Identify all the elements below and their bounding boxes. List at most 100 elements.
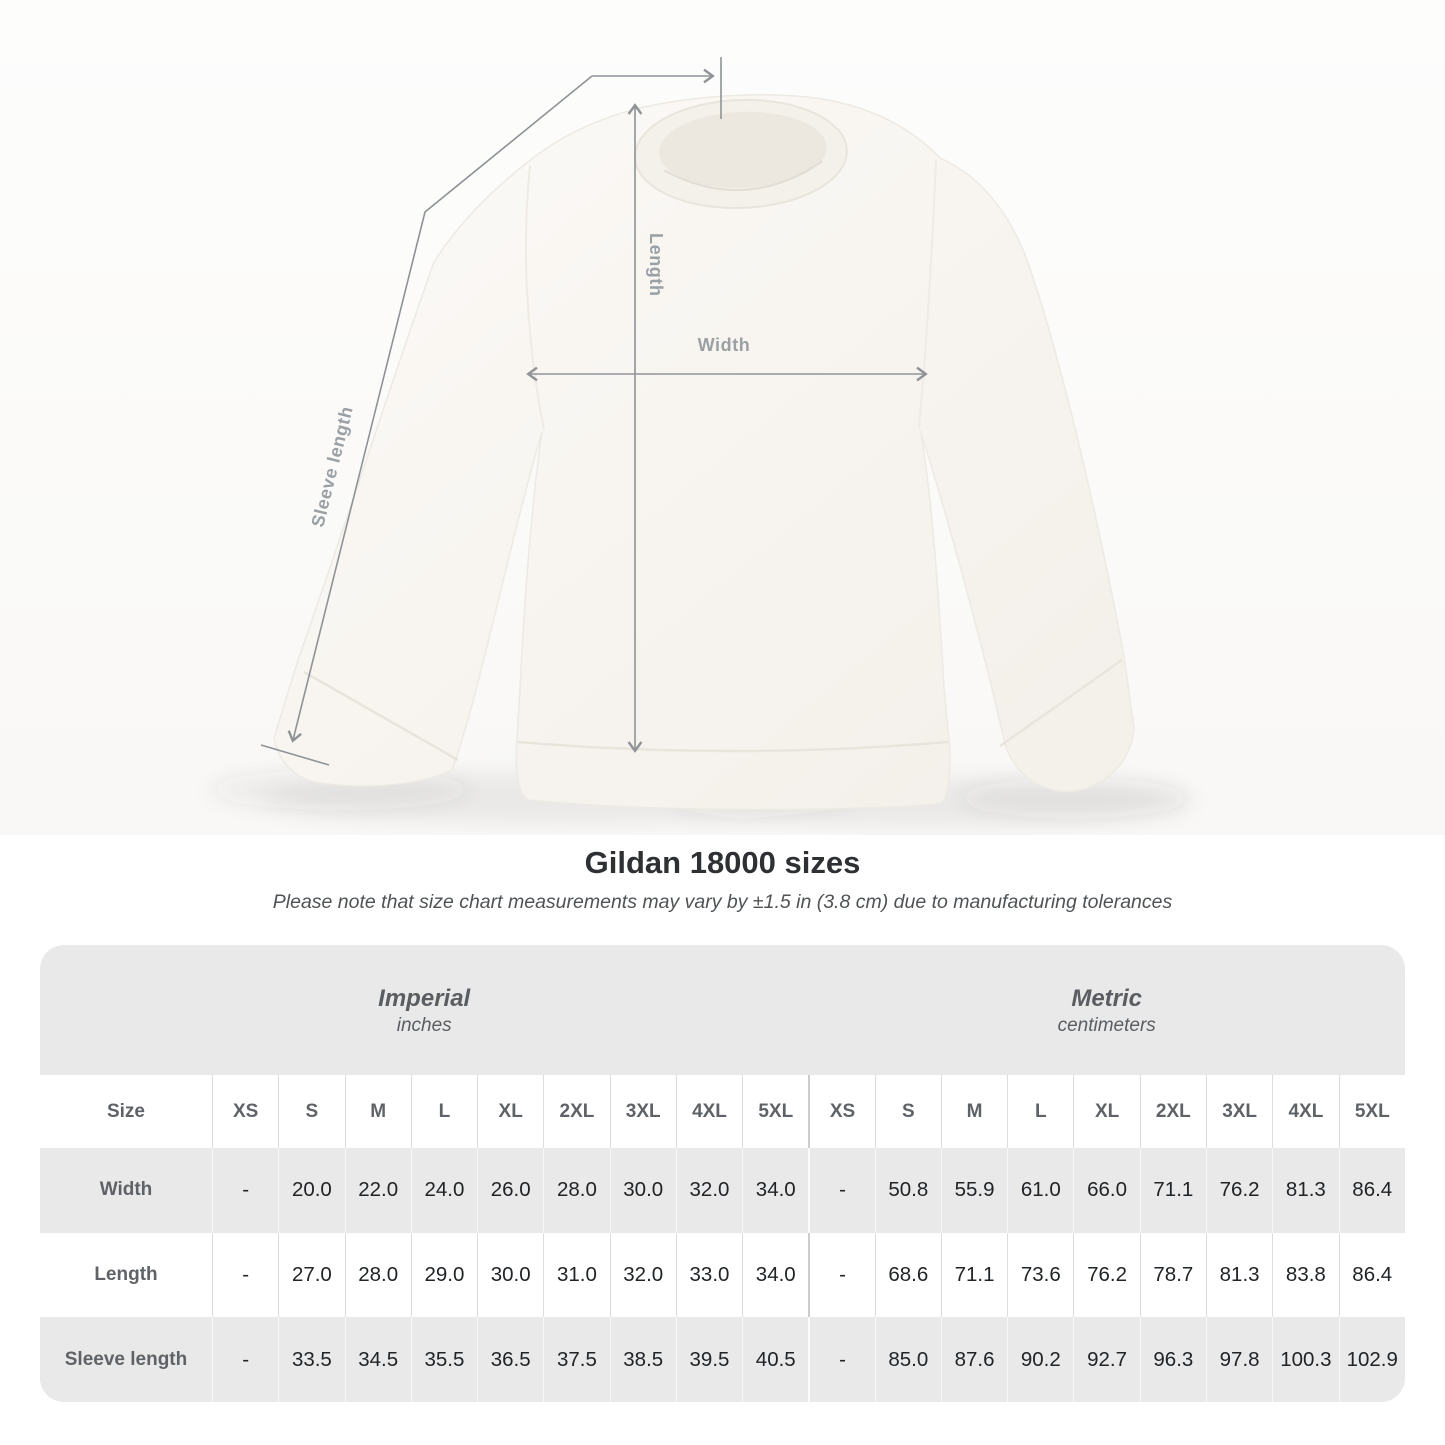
size-corner-label: Size xyxy=(106,1100,146,1122)
size-column-header: S xyxy=(278,1075,344,1148)
size-table-body: Width -20.0 22.0 24.0 26.0 28.0 30.0 32.0 34.0-5… xyxy=(40,1148,1405,1402)
unit-band-row: Imperial inches Metric centimeters xyxy=(40,945,1405,1075)
measurement-cell: 28.0 xyxy=(344,1232,411,1318)
measurement-cell: 76.2 xyxy=(1205,1148,1272,1233)
measurement-cell: 68.6 xyxy=(874,1232,941,1318)
measurement-cell: 28.0 xyxy=(543,1148,609,1233)
page-title: Gildan 18000 sizes xyxy=(584,845,861,880)
metric-label: Metric xyxy=(1071,984,1143,1012)
size-column-header: 2XL xyxy=(543,1075,609,1148)
garment-seams xyxy=(303,159,1123,762)
measurement-cell: 85.0 xyxy=(874,1317,941,1402)
size-column-header: L xyxy=(1007,1075,1073,1148)
measurement-cell: 102.9 xyxy=(1338,1317,1405,1402)
measurement-cell: 50.8 xyxy=(874,1148,941,1233)
measurement-cell: 34.0 xyxy=(742,1148,808,1233)
size-column-header: 5XL xyxy=(1338,1075,1405,1148)
row-label: Sleeve length xyxy=(40,1317,212,1402)
measurement-cell: 30.0 xyxy=(477,1232,543,1318)
size-column-header: 4XL xyxy=(1272,1075,1338,1148)
measurement-cell: 31.0 xyxy=(543,1232,609,1318)
measurement-cell: 61.0 xyxy=(1007,1148,1073,1233)
measurement-cell: - xyxy=(212,1148,278,1233)
measurement-cell: 38.5 xyxy=(609,1317,676,1402)
measurement-cell: 73.6 xyxy=(1007,1232,1073,1318)
measurement-cell: 34.0 xyxy=(742,1232,808,1318)
size-table-grid: Imperial inches Metric centimeters Size … xyxy=(40,945,1405,1402)
measurement-cell: 22.0 xyxy=(344,1148,411,1233)
length-dimension-label: Length xyxy=(646,233,666,297)
measurement-cell: 83.8 xyxy=(1272,1232,1338,1318)
row-label: Length xyxy=(94,1263,158,1285)
size-column-header: XS xyxy=(212,1075,278,1148)
collar xyxy=(634,98,848,210)
measurement-cell: 36.5 xyxy=(477,1317,543,1402)
measurement-cell: 33.5 xyxy=(278,1317,344,1402)
size-column-header: 5XL xyxy=(742,1075,808,1148)
measurement-cell: 27.0 xyxy=(278,1232,344,1318)
size-column-header: XS xyxy=(808,1075,874,1148)
sweatshirt-illustration: Width Length Sleeve length xyxy=(0,0,1445,835)
measurement-cell: 71.1 xyxy=(940,1232,1007,1318)
measurement-row: Length -27.0 28.0 29.0 30.0 31.0 32.0 33.0 34.0-… xyxy=(40,1232,1405,1318)
measurement-cell: 29.0 xyxy=(410,1232,477,1318)
size-column-header: 3XL xyxy=(1205,1075,1272,1148)
measurement-row: Sleeve length -33.5 34.5 35.5 36.5 37.5 38.5 39… xyxy=(40,1317,1405,1402)
measurement-cell: 34.5 xyxy=(344,1317,411,1402)
measurement-cell: 20.0 xyxy=(278,1148,344,1233)
imperial-label: Imperial xyxy=(378,984,471,1012)
measurement-cell: 55.9 xyxy=(940,1148,1007,1233)
measurement-cell: 87.6 xyxy=(940,1317,1007,1402)
measurement-cell: 78.7 xyxy=(1139,1232,1206,1318)
measurement-row: Width -20.0 22.0 24.0 26.0 28.0 30.0 32.0 34.0-5… xyxy=(40,1148,1405,1233)
imperial-header-cell: Imperial inches xyxy=(40,945,809,1075)
measurement-cell: 81.3 xyxy=(1272,1148,1338,1233)
measurement-cell: 96.3 xyxy=(1139,1317,1206,1402)
size-column-header: 2XL xyxy=(1139,1075,1206,1148)
metric-unit: centimeters xyxy=(1057,1015,1156,1037)
measurement-cell: 40.5 xyxy=(742,1317,808,1402)
garment-body xyxy=(273,94,1135,811)
metric-header-cell: Metric centimeters xyxy=(808,945,1405,1075)
measurement-lines xyxy=(260,57,928,766)
measurement-cell: - xyxy=(808,1148,874,1233)
measurement-cell: 100.3 xyxy=(1272,1317,1338,1402)
measurement-cell: 90.2 xyxy=(1007,1317,1073,1402)
measurement-cell: 97.8 xyxy=(1205,1317,1272,1402)
width-dimension-label: Width xyxy=(698,335,751,355)
row-label: Width xyxy=(40,1148,212,1233)
imperial-unit: inches xyxy=(396,1015,452,1037)
size-header-row: Size XS S M L XL 2XL 3XL 4XL 5XL XS S M L XL 2XL 3XL 4XL… xyxy=(40,1075,1405,1148)
size-column-header: 3XL xyxy=(609,1075,676,1148)
size-column-header: M xyxy=(344,1075,411,1148)
measurement-cell: 32.0 xyxy=(609,1232,676,1318)
product-diagram: Width Length Sleeve length xyxy=(0,0,1445,835)
measurement-cell: 86.4 xyxy=(1338,1232,1405,1318)
size-column-header: S xyxy=(874,1075,941,1148)
measurement-cell: 39.5 xyxy=(675,1317,742,1402)
measurement-cell: 76.2 xyxy=(1073,1232,1139,1318)
measurement-cell: 33.0 xyxy=(675,1232,742,1318)
measurement-cell: - xyxy=(212,1232,278,1318)
measurement-cell: 37.5 xyxy=(543,1317,609,1402)
measurement-cell: 86.4 xyxy=(1338,1148,1405,1233)
sleeve-length-line xyxy=(287,75,593,743)
measurement-cell: 32.0 xyxy=(675,1148,742,1233)
size-column-header: M xyxy=(940,1075,1007,1148)
measurement-cell: 71.1 xyxy=(1139,1148,1206,1233)
size-column-header: 4XL xyxy=(675,1075,742,1148)
measurement-cell: 24.0 xyxy=(410,1148,477,1233)
measurement-cell: 26.0 xyxy=(477,1148,543,1233)
measurement-cell: 92.7 xyxy=(1073,1317,1139,1402)
sleeve-end-tick xyxy=(260,744,330,766)
size-column-header: XL xyxy=(1073,1075,1139,1148)
measurement-cell: 30.0 xyxy=(609,1148,676,1233)
size-table: Imperial inches Metric centimeters Size … xyxy=(40,945,1405,1402)
measurement-cell: - xyxy=(808,1317,874,1402)
size-column-header: XL xyxy=(477,1075,543,1148)
measurement-cell: 35.5 xyxy=(410,1317,477,1402)
measurement-cell: - xyxy=(212,1317,278,1402)
measurement-cell: 81.3 xyxy=(1205,1232,1272,1318)
tolerance-note: Please note that size chart measurements… xyxy=(272,891,1173,913)
